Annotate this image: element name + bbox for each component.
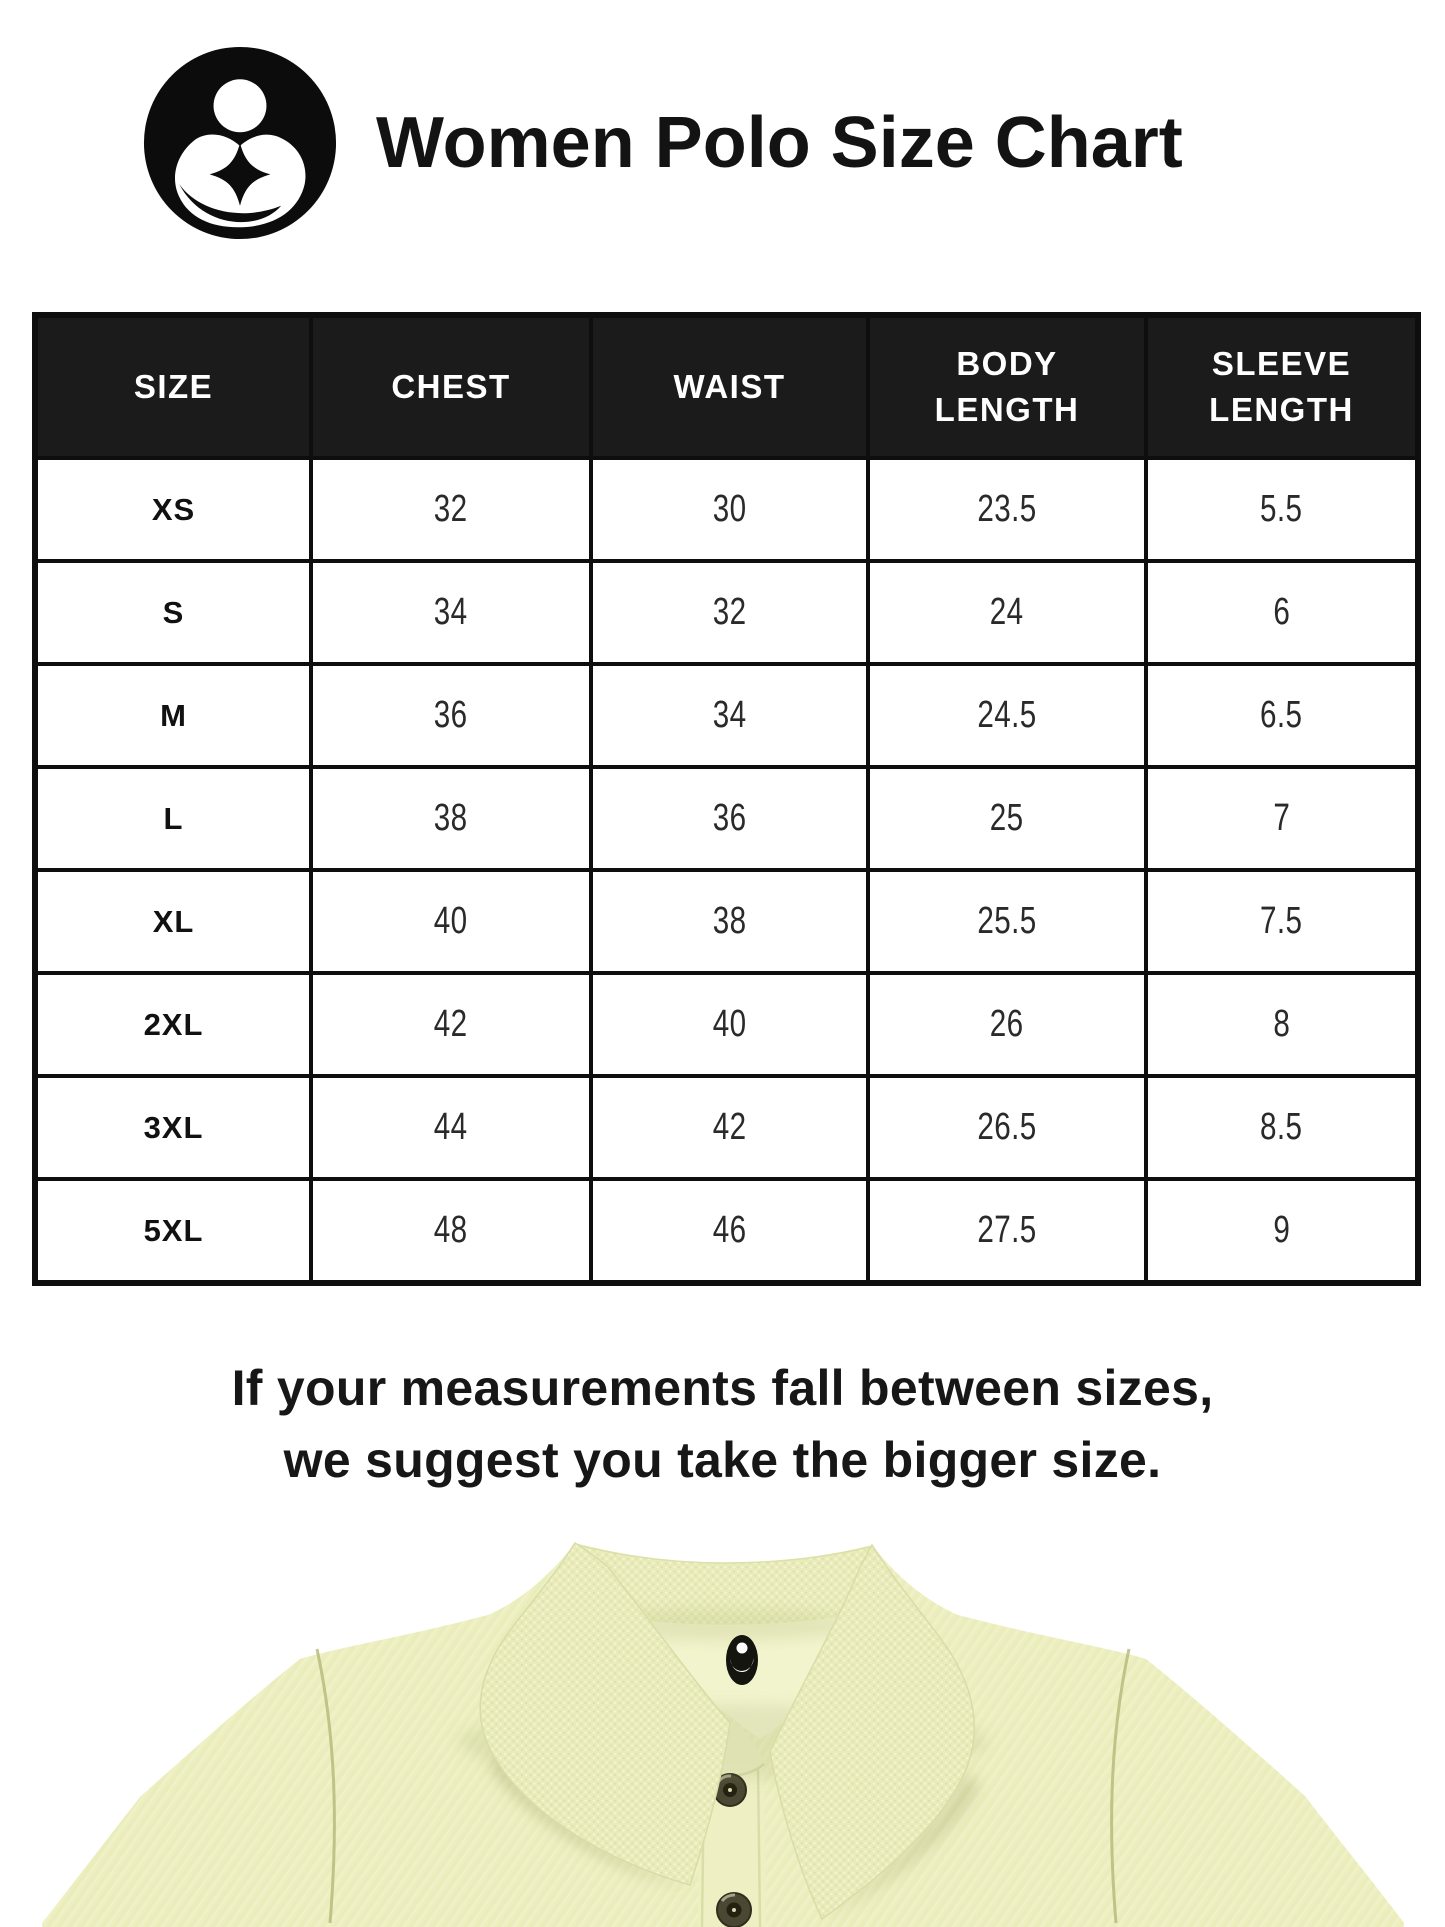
chest-cell: 42 [309, 971, 593, 1078]
size-cell: 3XL [33, 1074, 313, 1181]
table-row: 5XL 48 46 27.5 9 [33, 1177, 1420, 1285]
size-chart-table: SIZE CHEST WAIST BODY LENGTH SLEEVE LENG… [32, 312, 1421, 1286]
header-row: SIZE CHEST WAIST BODY LENGTH SLEEVE LENG… [33, 313, 1420, 460]
sleeve-length-cell: 8 [1144, 971, 1420, 1078]
size-chart-header: SIZE CHEST WAIST BODY LENGTH SLEEVE LENG… [33, 313, 1420, 460]
chest-cell: 38 [309, 765, 593, 872]
chest-cell: 36 [309, 662, 593, 769]
right-collar-flap [769, 1543, 975, 1921]
button-bottom [716, 1892, 752, 1927]
body-length-cell: 25.5 [866, 868, 1148, 975]
body-length-cell: 25 [866, 765, 1148, 872]
chest-cell: 40 [309, 868, 593, 975]
body-length-cell: 24.5 [866, 662, 1148, 769]
table-row: XL 40 38 25.5 7.5 [33, 868, 1420, 975]
table-row: M 36 34 24.5 6.5 [33, 662, 1420, 769]
sizing-note: If your measurements fall between sizes,… [0, 1352, 1445, 1496]
sleeve-length-cell: 8.5 [1144, 1074, 1420, 1181]
waist-cell: 34 [589, 662, 870, 769]
brand-logo-icon [143, 46, 337, 240]
column-header-chest: CHEST [309, 313, 593, 460]
sleeve-length-cell: 9 [1144, 1177, 1420, 1285]
neck-label-brand-logo-icon [726, 1635, 758, 1685]
polo-shirt-illustration [42, 1541, 1404, 1927]
sizing-note-line2: we suggest you take the bigger size. [283, 1432, 1162, 1488]
chest-cell: 32 [309, 456, 593, 563]
size-cell: 2XL [33, 971, 313, 1078]
chest-cell: 44 [309, 1074, 593, 1181]
table-row: L 38 36 25 7 [33, 765, 1420, 872]
size-cell: 5XL [33, 1177, 313, 1285]
left-collar-flap [479, 1541, 731, 1886]
table-row: 2XL 42 40 26 8 [33, 971, 1420, 1078]
left-sleeve-seam [315, 1648, 336, 1924]
table-row: S 34 32 24 6 [33, 559, 1420, 666]
size-cell: S [33, 559, 313, 666]
table-row: 3XL 44 42 26.5 8.5 [33, 1074, 1420, 1181]
right-sleeve-seam [1110, 1648, 1131, 1924]
chest-cell: 48 [309, 1177, 593, 1285]
column-header-size: SIZE [33, 313, 313, 460]
column-header-waist: WAIST [589, 313, 870, 460]
column-header-body-length: BODY LENGTH [866, 313, 1148, 460]
size-cell: XS [33, 456, 313, 563]
sleeve-length-cell: 7 [1144, 765, 1420, 872]
body-length-cell: 26.5 [866, 1074, 1148, 1181]
waist-cell: 42 [589, 1074, 870, 1181]
sleeve-length-cell: 6.5 [1144, 662, 1420, 769]
chest-cell: 34 [309, 559, 593, 666]
waist-cell: 46 [589, 1177, 870, 1285]
size-cell: XL [33, 868, 313, 975]
body-length-cell: 23.5 [866, 456, 1148, 563]
sleeve-length-cell: 7.5 [1144, 868, 1420, 975]
waist-cell: 32 [589, 559, 870, 666]
size-cell: M [33, 662, 313, 769]
waist-cell: 30 [589, 456, 870, 563]
right-collar-shadow [824, 1774, 979, 1919]
column-header-sleeve-length: SLEEVE LENGTH [1144, 313, 1420, 460]
sleeve-length-cell: 5.5 [1144, 456, 1420, 563]
size-cell: L [33, 765, 313, 872]
table-row: XS 32 30 23.5 5.5 [33, 456, 1420, 563]
header: Women Polo Size Chart [142, 45, 1183, 241]
sizing-note-line1: If your measurements fall between sizes, [231, 1360, 1214, 1416]
waist-cell: 40 [589, 971, 870, 1078]
polo-shirt-image [0, 1527, 1445, 1927]
sleeve-length-cell: 6 [1144, 559, 1420, 666]
page-title: Women Polo Size Chart [376, 103, 1183, 183]
body-length-cell: 24 [866, 559, 1148, 666]
waist-cell: 36 [589, 765, 870, 872]
waist-cell: 38 [589, 868, 870, 975]
body-length-cell: 26 [866, 971, 1148, 1078]
body-length-cell: 27.5 [866, 1177, 1148, 1285]
